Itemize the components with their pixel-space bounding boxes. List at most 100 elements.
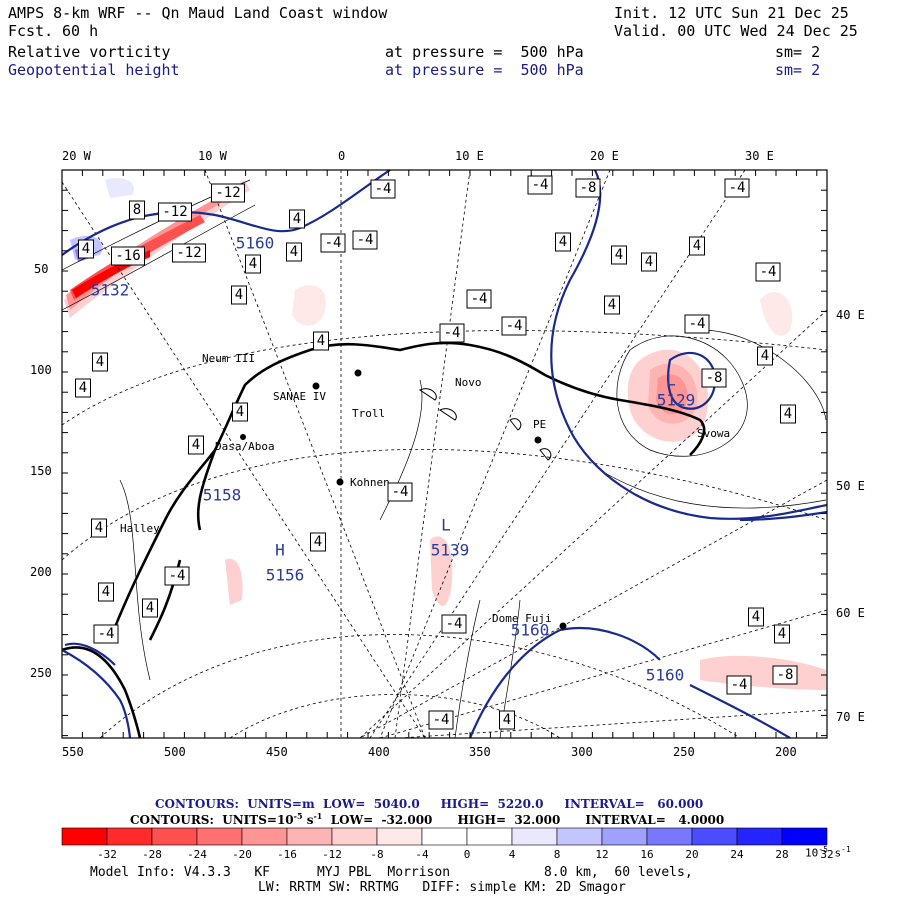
- svg-text:-4: -4: [760, 264, 777, 280]
- station-label: Halley: [120, 522, 160, 535]
- vorticity-label: 4: [313, 331, 329, 351]
- svg-text:4: 4: [608, 297, 616, 313]
- bottom-tick-label: 250: [673, 745, 695, 759]
- colorbar-label: -28: [142, 848, 162, 861]
- svg-text:4: 4: [693, 238, 701, 254]
- vorticity-label: -4: [428, 710, 454, 730]
- colorbar-cell: [781, 827, 828, 846]
- vorticity-label: 4: [92, 352, 108, 372]
- vorticity-label: 4: [748, 607, 764, 627]
- vorticity-label: 4: [641, 252, 657, 272]
- svg-text:4: 4: [96, 354, 104, 370]
- bottom-tick-label: 200: [775, 745, 797, 759]
- vorticity-label: 8: [129, 200, 145, 220]
- top-lon-label: 30 E: [745, 149, 774, 163]
- svg-text:-12: -12: [162, 204, 187, 220]
- vorticity-label: -4: [684, 314, 710, 334]
- svg-text:-8: -8: [580, 180, 597, 196]
- vorticity-label: 4: [91, 518, 107, 538]
- svg-text:-4: -4: [446, 616, 463, 632]
- vorticity-label: 4: [689, 236, 705, 256]
- svg-text:-4: -4: [689, 316, 706, 332]
- colorbar-cell: [691, 827, 738, 846]
- vorticity-label: -4: [501, 316, 527, 336]
- height-contour-info: CONTOURS: UNITS=m LOW= 5040.0 HIGH= 5220…: [155, 797, 704, 811]
- right-lon-label: 70 E: [836, 710, 865, 724]
- svg-text:-12: -12: [215, 185, 240, 201]
- colorbar-label: 8: [554, 848, 561, 861]
- svg-text:4: 4: [645, 254, 653, 270]
- vorticity-label: -4: [724, 178, 750, 198]
- field2-name: Geopotential height: [8, 61, 180, 79]
- height-label: 5160: [646, 666, 685, 685]
- svg-text:4: 4: [79, 380, 87, 396]
- bottom-tick-label: 300: [571, 745, 593, 759]
- high-label: H: [275, 541, 285, 560]
- field1-name: Relative vorticity: [8, 43, 171, 61]
- left-tick-label: 250: [30, 666, 52, 680]
- svg-text:4: 4: [293, 211, 301, 227]
- left-tick-label: 100: [30, 363, 52, 377]
- height-label: 5156: [266, 566, 305, 585]
- svg-text:-4: -4: [98, 626, 115, 642]
- vorticity-label: 4: [232, 402, 248, 422]
- vorticity-label: -4: [387, 482, 413, 502]
- colorbar-label: 28: [775, 848, 788, 861]
- colorbar-label: -12: [322, 848, 342, 861]
- init-time: Init. 12 UTC Sun 21 Dec 25: [614, 4, 849, 22]
- station-marker: [240, 434, 246, 440]
- colorbar-cell: [511, 827, 558, 846]
- colorbar-cell: [646, 827, 693, 846]
- colorbar-cell: [196, 827, 243, 846]
- colorbar-label: -16: [277, 848, 297, 861]
- top-lon-label: 0: [338, 149, 345, 163]
- unit-base: 10: [805, 846, 819, 860]
- map-title: AMPS 8-km WRF -- Qn Maud Land Coast wind…: [8, 4, 388, 22]
- svg-text:4: 4: [317, 333, 325, 349]
- svg-text:4: 4: [761, 348, 769, 364]
- svg-text:-8: -8: [777, 667, 794, 683]
- left-tick-label: 50: [34, 262, 48, 276]
- axis-tick-marks: [61, 169, 827, 738]
- vorticity-label: 4: [286, 242, 302, 262]
- height-label: 5139: [431, 541, 470, 560]
- colorbar-label: 4: [509, 848, 516, 861]
- colorbar-cell: [331, 827, 378, 846]
- coastline: [62, 341, 706, 738]
- svg-text:4: 4: [503, 712, 511, 728]
- vorticity-label: 4: [774, 624, 790, 644]
- height-labels: 5160 5160 5158 5156 5139 5160 5132 5129 …: [91, 234, 696, 685]
- stations: Neum III SANAE IV Troll Novo PE Svowa Da…: [120, 352, 730, 630]
- vorticity-label: 4: [142, 598, 158, 618]
- top-lon-label: 20 E: [590, 149, 619, 163]
- vorticity-label: -12: [211, 183, 245, 203]
- colorbar-label: 20: [685, 848, 698, 861]
- vorticity-label: 4: [289, 209, 305, 229]
- svg-text:-16: -16: [115, 248, 140, 264]
- colorbar-labels: -32 -28 -24 -20 -16 -12 -8 -4 0 4 8 12 16 20 24 28 32: [97, 848, 834, 861]
- svg-text:4: 4: [559, 234, 567, 250]
- map-frame: [61, 169, 828, 739]
- field1-level: at pressure = 500 hPa: [385, 43, 584, 61]
- height-label: 5132: [91, 281, 130, 300]
- svg-text:-4: -4: [471, 291, 488, 307]
- vorticity-label: 4: [75, 378, 91, 398]
- vorticity-label: -4: [726, 675, 752, 695]
- top-lon-label: 10 W: [198, 149, 228, 163]
- height-label: 5160: [511, 621, 550, 640]
- vorticity-label: 4: [499, 710, 515, 730]
- vorticity-labels: -4 -4 -4 -4 -4 -4 -4 -4 -4 -4 -4 -4 -4 -4 -4 -4 -8 -8 -8 -1…: [75, 175, 798, 730]
- svg-text:4: 4: [82, 241, 90, 257]
- svg-text:-8: -8: [706, 370, 723, 386]
- vorticity-label: 4: [231, 285, 247, 305]
- field1-smoothing: sm= 2: [775, 43, 821, 61]
- svg-text:-4: -4: [433, 712, 450, 728]
- svg-text:4: 4: [236, 404, 244, 420]
- svg-text:8: 8: [133, 202, 141, 218]
- bottom-tick-label: 350: [469, 745, 491, 759]
- map-content: 5160 5160 5158 5156 5139 5160 5132 5129 …: [62, 170, 827, 738]
- colorbar-cell: [241, 827, 288, 846]
- svg-text:-4: -4: [532, 177, 549, 193]
- svg-text:4: 4: [249, 256, 257, 272]
- colorbar-label: -20: [232, 848, 252, 861]
